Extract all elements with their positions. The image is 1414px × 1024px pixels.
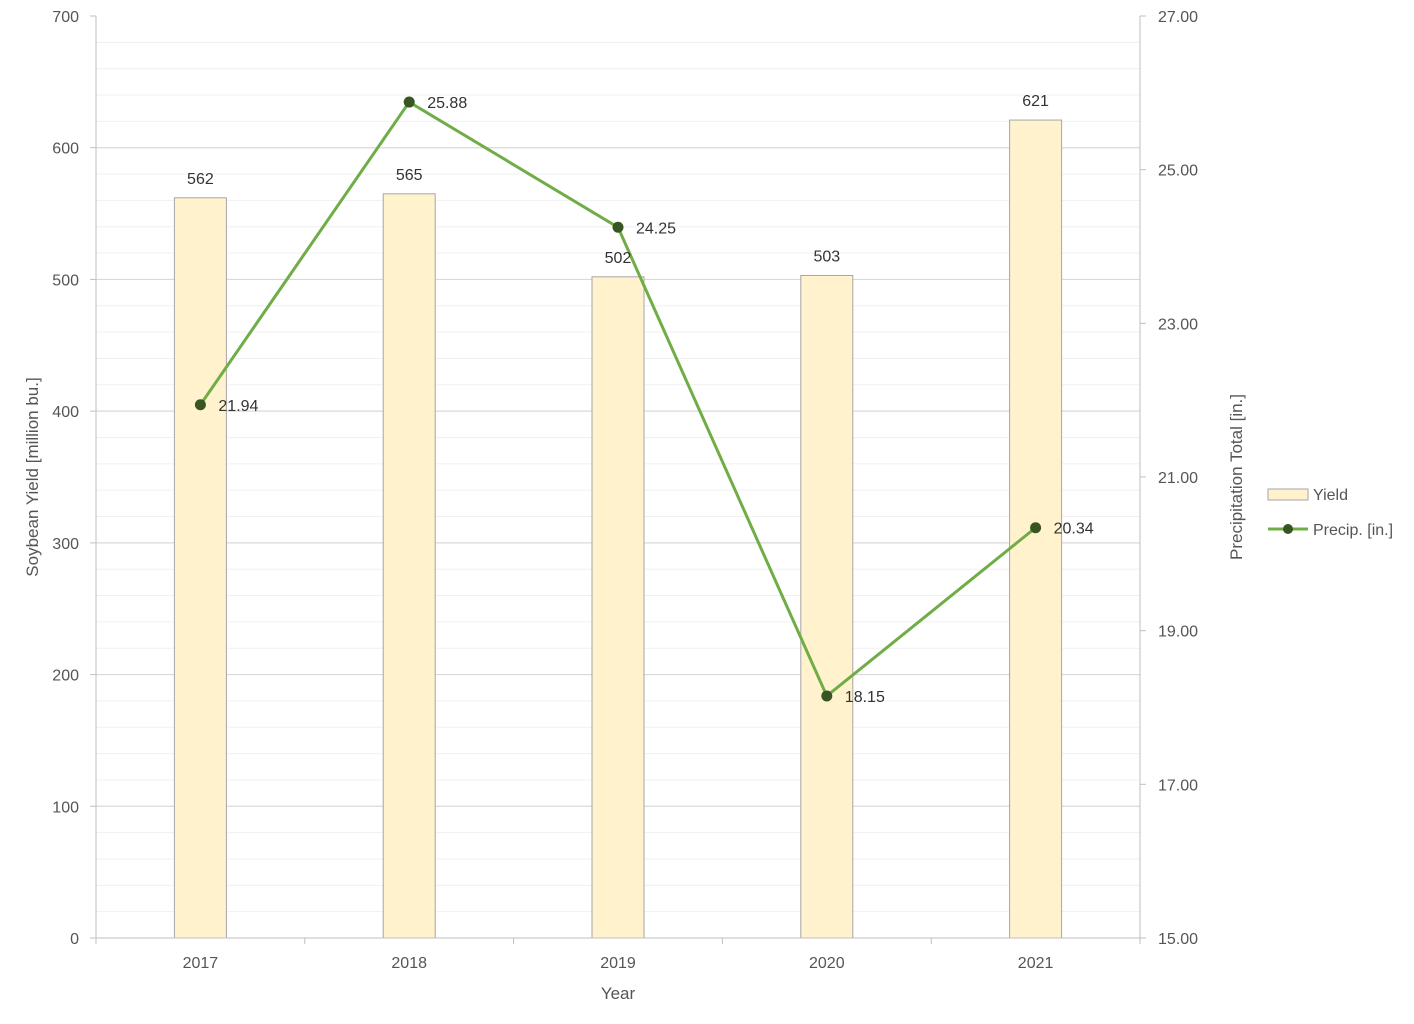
- tick-labels: 0 100 200 300 400 500 600 700 15.00 17.00 19.00 21.…: [52, 9, 1198, 972]
- yield-bar: [591, 276, 645, 939]
- precip-data-label: 18.15: [845, 689, 885, 706]
- precip-data-label: 21.94: [218, 398, 258, 415]
- yield-bar: [800, 274, 854, 939]
- y-tick-label: 600: [52, 141, 79, 158]
- precip-point: [821, 690, 833, 702]
- legend-yield-swatch: [1267, 488, 1309, 501]
- yield-bar: [173, 197, 227, 939]
- axes: [90, 15, 1146, 944]
- yield-bars: [173, 119, 1063, 939]
- legend-yield-label: Yield: [1313, 487, 1348, 504]
- y-tick-label: 0: [70, 931, 79, 948]
- legend: Yield Precip. [in.]: [1267, 487, 1393, 539]
- y2-tick-label: 21.00: [1158, 470, 1198, 487]
- y-axis-title: Soybean Yield [million bu.]: [23, 377, 42, 576]
- y2-tick-label: 27.00: [1158, 9, 1198, 26]
- y-tick-label: 300: [52, 536, 79, 553]
- y-tick-label: 700: [52, 9, 79, 26]
- data-labels: 562 565 502 503 621 21.94 25.88 24.25 18.15 20.34: [187, 93, 1094, 706]
- y2-tick-label: 25.00: [1158, 163, 1198, 180]
- x-tick-label: 2018: [391, 955, 427, 972]
- precip-point: [403, 96, 415, 108]
- y2-tick-label: 17.00: [1158, 777, 1198, 794]
- yield-data-label: 502: [605, 250, 632, 267]
- precip-data-label: 24.25: [636, 220, 676, 237]
- yield-data-label: 562: [187, 171, 214, 188]
- y-tick-label: 400: [52, 404, 79, 421]
- x-tick-label: 2020: [809, 955, 845, 972]
- y2-axis-title: Precipitation Total [in.]: [1227, 394, 1246, 560]
- y-tick-label: 100: [52, 799, 79, 816]
- y2-tick-label: 23.00: [1158, 316, 1198, 333]
- x-axis-title: Year: [601, 984, 636, 1003]
- yield-bar: [382, 193, 436, 939]
- precip-line: [194, 96, 1042, 702]
- yield-data-label: 503: [813, 248, 840, 265]
- legend-precip-marker: [1283, 524, 1293, 534]
- yield-data-label: 621: [1022, 93, 1049, 110]
- x-tick-label: 2017: [183, 955, 219, 972]
- precip-point: [1030, 522, 1042, 534]
- yield-data-label: 565: [396, 167, 423, 184]
- precip-data-label: 25.88: [427, 95, 467, 112]
- precip-point: [194, 399, 206, 411]
- precip-data-label: 20.34: [1054, 521, 1094, 538]
- y2-tick-label: 19.00: [1158, 624, 1198, 641]
- y-tick-label: 200: [52, 668, 79, 685]
- x-tick-label: 2019: [600, 955, 636, 972]
- x-tick-label: 2021: [1018, 955, 1054, 972]
- y2-tick-label: 15.00: [1158, 931, 1198, 948]
- y-tick-label: 500: [52, 272, 79, 289]
- legend-precip-label: Precip. [in.]: [1313, 522, 1393, 539]
- precip-point: [612, 221, 624, 233]
